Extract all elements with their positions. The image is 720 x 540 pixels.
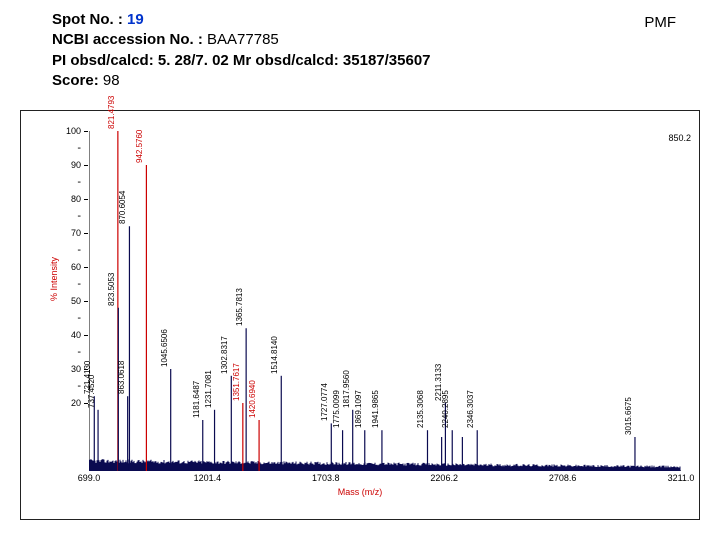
score-value: 98 [103,72,120,89]
pmf-label: PMF [644,14,676,31]
y-tick-minor: - [53,278,81,290]
y-tick-minor: - [53,176,81,188]
peak-label: 2135.3068 [416,390,425,428]
peak-label: 2346.3037 [466,390,475,428]
peak-label: 1775.0099 [332,390,341,428]
y-tick: 80 [53,194,81,204]
y-tick-minor: - [53,312,81,324]
y-tick: 30 [53,364,81,374]
peak-label: 1231.7081 [204,370,213,408]
peak-label: 1045.6506 [160,329,169,367]
peak-label: 1727.0774 [320,384,329,422]
peak-label: 870.6054 [118,191,127,224]
peak-label: 863.0618 [117,361,126,394]
peak-label: 2240.2895 [441,390,450,428]
spot-label: Spot No. : [52,11,127,28]
x-tick: 1201.4 [194,473,222,483]
y-tick: 90 [53,160,81,170]
x-tick: 2206.2 [430,473,458,483]
y-tick: 50 [53,296,81,306]
y-tick: 20 [53,398,81,408]
peak-label: 1420.6940 [248,380,257,418]
peak-label: 3015.6675 [624,397,633,435]
y-tick: 70 [53,228,81,238]
peak-label: 1302.8317 [220,336,229,374]
score-label: Score: [52,72,103,89]
ncbi-value: BAA77785 [207,31,279,48]
y-tick-minor: - [53,244,81,256]
y-tick-minor: - [53,346,81,358]
x-tick: 699.0 [78,473,101,483]
peak-label: 1941.9865 [371,390,380,428]
spot-value: 19 [127,11,144,28]
plot-area: 721.4130737.4520821.4793823.5053863.0618… [89,131,681,471]
y-tick-minor: - [53,142,81,154]
x-tick: 1703.8 [312,473,340,483]
peak-label: 1817.9560 [342,370,351,408]
y-tick: 60 [53,262,81,272]
ncbi-label: NCBI accession No. : [52,31,207,48]
y-tick-minor: - [53,210,81,222]
peak-label: 1181.6487 [192,381,201,418]
x-tick: 3211.0 [668,473,695,483]
pi-line: PI obsd/calcd: 5. 28/7. 02 Mr obsd/calcd… [52,52,431,69]
y-tick: 40 [53,330,81,340]
peak-label: 823.5053 [107,272,116,305]
peak-label: 1869.1097 [354,390,363,428]
x-axis-label: Mass (m/z) [338,487,383,497]
chart-container: % Intensity Mass (m/z) 850.2 721.4130737… [20,110,700,520]
peak-label: 737.4520 [87,374,96,407]
spectrum-svg [89,131,681,471]
peak-label: 821.4793 [107,96,116,129]
y-tick: 100 [53,126,81,136]
header-block: Spot No. : 19 NCBI accession No. : BAA77… [52,10,431,91]
peak-label: 1514.8140 [270,336,279,374]
x-tick: 2708.6 [549,473,577,483]
peak-label: 942.5760 [135,130,144,163]
peak-label: 1351.7617 [232,363,241,401]
peak-label: 1365.7813 [235,288,244,326]
y-tick-minor: - [53,380,81,392]
